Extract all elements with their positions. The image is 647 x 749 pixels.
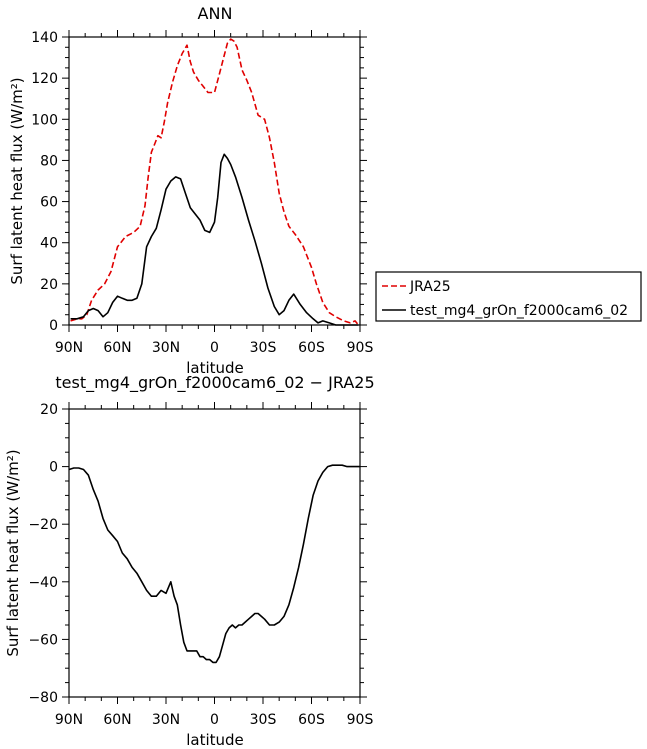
top-chart-y-tick-label: 0 <box>49 318 58 334</box>
top-chart-title: ANN <box>198 4 233 23</box>
top-chart-panel: ANN Surf latent heat flux (W/m²) latitud… <box>8 4 373 377</box>
top-chart-series <box>70 38 360 326</box>
top-chart-frame <box>68 36 361 326</box>
top-chart-x-tick-label: 60N <box>103 340 131 356</box>
bottom-chart-y-tick-label: −40 <box>28 575 58 591</box>
bottom-chart-x-tick-label: 60N <box>103 712 131 728</box>
top-chart-y-tick-label: 140 <box>31 30 58 46</box>
top-chart-x-tick-label: 90N <box>55 340 83 356</box>
top-chart-x-tick-label: 30S <box>250 340 277 356</box>
bottom-chart-y-tick-label: −80 <box>28 690 58 706</box>
top-chart-x-tick-label: 30N <box>152 340 180 356</box>
top-chart-x-axis-label: latitude <box>186 359 244 377</box>
bottom-chart-y-tick-label: −20 <box>28 517 58 533</box>
bottom-chart-y-tick-label: 20 <box>40 402 58 418</box>
top-chart-y-axis-label: Surf latent heat flux (W/m²) <box>8 77 26 284</box>
bottom-chart-y-axis-label: Surf latent heat flux (W/m²) <box>4 449 22 656</box>
top-chart-y-tick-label: 100 <box>31 112 58 128</box>
bottom-chart-x-tick-label: 60S <box>298 712 325 728</box>
bottom-chart-x-tick-label: 90S <box>347 712 374 728</box>
legend-label-jra25: JRA25 <box>409 279 451 295</box>
top-chart-y-tick-label: 60 <box>40 195 58 211</box>
top-chart-series-line-jra25 <box>70 38 360 326</box>
bottom-chart-x-tick-label: 0 <box>210 712 219 728</box>
bottom-chart-ticks: 90N 60N 30N 0 30S 60S 90S −80 −60 −40 −20 0 20 <box>28 402 373 728</box>
bottom-chart-y-tick-label: 0 <box>49 460 58 476</box>
top-chart-x-tick-label: 90S <box>347 340 374 356</box>
bottom-chart-y-tick-label: −60 <box>28 632 58 648</box>
top-chart-y-tick-label: 40 <box>40 236 58 252</box>
bottom-chart-x-tick-label: 30S <box>250 712 277 728</box>
top-chart-x-tick-label: 60S <box>298 340 325 356</box>
bottom-chart-x-tick-label: 30N <box>152 712 180 728</box>
bottom-chart-panel: test_mg4_grOn_f2000cam6_02 − JRA25 Surf … <box>4 373 375 749</box>
top-chart-ticks: 90N 60N 30N 0 30S 60S 90S 0 20 40 60 80 100 120 140 <box>31 30 373 356</box>
top-chart-x-tick-label: 0 <box>210 340 219 356</box>
top-chart-series-line-test-mg4-gron-f2000cam6-02 <box>70 153 359 326</box>
bottom-chart-x-tick-label: 90N <box>55 712 83 728</box>
top-chart-y-tick-label: 120 <box>31 71 58 87</box>
bottom-chart-series-line-difference <box>68 464 360 664</box>
top-chart-y-tick-label: 80 <box>40 153 58 169</box>
chart-legend: JRA25 test_mg4_grOn_f2000cam6_02 <box>375 271 642 322</box>
bottom-chart-series <box>68 464 360 664</box>
bottom-chart-title: test_mg4_grOn_f2000cam6_02 − JRA25 <box>55 373 374 393</box>
bottom-chart-x-axis-label: latitude <box>186 731 244 749</box>
legend-label-model: test_mg4_grOn_f2000cam6_02 <box>410 303 628 319</box>
legend-box <box>375 271 642 322</box>
top-chart-y-tick-label: 20 <box>40 277 58 293</box>
bottom-chart-frame <box>68 408 361 698</box>
